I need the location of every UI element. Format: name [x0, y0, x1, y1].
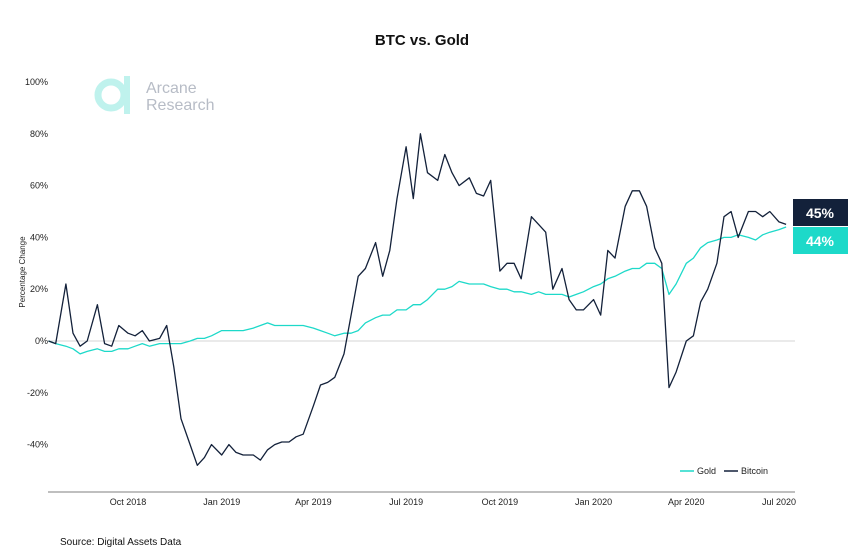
- x-tick-label: Jul 2020: [762, 497, 796, 507]
- series-line-gold: [48, 226, 787, 355]
- end-label-gold: 44%: [793, 227, 848, 254]
- x-tick-label: Jul 2019: [389, 497, 423, 507]
- y-tick-label: 20%: [30, 284, 48, 294]
- series-line-bitcoin: [48, 133, 787, 466]
- logo-icon-bar: [124, 76, 130, 114]
- logo-text-line1: Arcane: [146, 80, 197, 97]
- end-label-gold-text: 44%: [806, 233, 835, 249]
- end-label-bitcoin-box: [793, 199, 848, 226]
- end-label-gold-box: [793, 227, 848, 254]
- y-tick-label: 0%: [35, 336, 48, 346]
- x-tick-label: Jan 2020: [575, 497, 612, 507]
- chart-title: BTC vs. Gold: [375, 32, 469, 49]
- y-tick-label: 40%: [30, 232, 48, 242]
- x-tick-label: Oct 2019: [482, 497, 519, 507]
- x-ticks: Oct 2018 Jan 2019 Apr 2019 Jul 2019 Oct 2019…: [110, 497, 796, 507]
- legend-gold-label: Gold: [697, 466, 716, 476]
- logo-text-line2: Research: [146, 97, 214, 114]
- x-tick-label: Apr 2020: [668, 497, 705, 507]
- x-tick-label: Jan 2019: [203, 497, 240, 507]
- y-tick-label: -40%: [27, 440, 48, 450]
- x-tick-label: Apr 2019: [295, 497, 332, 507]
- logo-icon: [94, 78, 128, 112]
- end-label-bitcoin-text: 45%: [806, 205, 835, 221]
- y-tick-label: -20%: [27, 388, 48, 398]
- legend: Gold Bitcoin: [680, 466, 768, 476]
- y-ticks: -40% -20% 0% 20% 40% 60% 80% 100%: [25, 77, 48, 450]
- legend-bitcoin-label: Bitcoin: [741, 466, 768, 476]
- y-tick-label: 60%: [30, 181, 48, 191]
- y-tick-label: 100%: [25, 77, 48, 87]
- end-label-bitcoin: 45%: [793, 199, 848, 226]
- y-tick-label: 80%: [30, 129, 48, 139]
- x-tick-label: Oct 2018: [110, 497, 147, 507]
- y-axis-label: Percentage Change: [18, 236, 27, 308]
- logo: Arcane Research: [94, 76, 214, 114]
- source-note: Source: Digital Assets Data: [60, 537, 182, 548]
- series-lines: [48, 133, 787, 466]
